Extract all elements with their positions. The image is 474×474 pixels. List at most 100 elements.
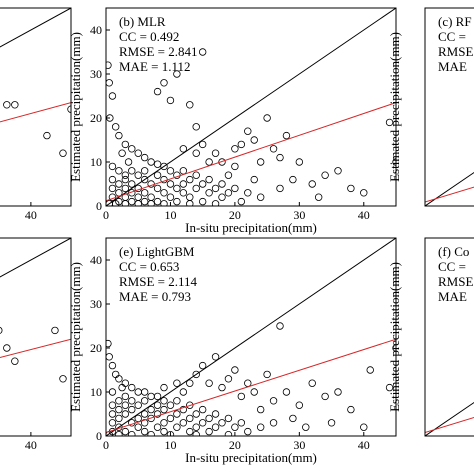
x-tick-label: 0: [103, 438, 109, 452]
y-tick-label: 10: [90, 385, 102, 399]
x-tick-label: 10: [164, 208, 176, 222]
x-tick-label: 40: [358, 438, 370, 452]
regression-line: [425, 416, 474, 433]
scatter-point: [205, 175, 213, 184]
scatter-point: [140, 167, 149, 175]
y-tick-label: 20: [90, 341, 102, 355]
x-tick-label: 20: [229, 438, 241, 452]
scatter-point: [360, 189, 368, 197]
scatter-point: [11, 101, 19, 109]
scatter-point: [179, 419, 188, 427]
scatter-point: [115, 375, 123, 383]
scatter-point: [108, 361, 117, 370]
axes-frame: [0, 7, 72, 207]
scatter-point: [302, 423, 310, 431]
regression-line: [106, 338, 396, 433]
panel-d: 40: [0, 237, 72, 452]
scatter-point: [111, 123, 120, 131]
scatter-point: [160, 189, 168, 197]
scatter-point: [276, 184, 284, 193]
scatter-point: [256, 158, 265, 166]
scatter-point: [385, 383, 394, 392]
scatter-point: [366, 366, 374, 374]
axes-frame: [0, 237, 72, 437]
scatter-point: [140, 388, 149, 396]
stat-mae: MAE: [438, 59, 467, 74]
stat-rmse: RMSE: [438, 44, 473, 59]
scatter-point: [276, 322, 284, 330]
scatter-point: [256, 405, 265, 414]
scatter-point: [147, 392, 155, 401]
scatter-point: [140, 175, 149, 184]
y-tick-label: 30: [90, 67, 102, 81]
scatter-point: [211, 184, 220, 193]
scatter-point: [160, 427, 168, 436]
scatter-point: [166, 193, 175, 201]
scatter-point: [121, 427, 130, 436]
scatter-point: [166, 167, 175, 175]
scatter-point: [140, 153, 149, 162]
scatter-point: [128, 405, 136, 414]
scatter-point: [108, 401, 117, 409]
scatter-point: [218, 193, 226, 201]
scatter-point: [106, 79, 113, 87]
stat-cc: CC = 0.492: [119, 29, 179, 44]
scatter-point: [198, 419, 207, 427]
scatter-point: [314, 193, 323, 201]
scatter-point: [111, 370, 120, 379]
scatter-point: [115, 180, 123, 188]
scatter-point: [192, 184, 200, 193]
y-tick-label: 10: [90, 155, 102, 169]
scatter-point: [134, 200, 142, 206]
scatter-point: [308, 379, 316, 387]
plot-area-f: [425, 401, 474, 436]
stat-mae: MAE = 1.112: [119, 59, 191, 74]
stat-cc: CC =: [438, 29, 466, 44]
scatter-point: [160, 397, 168, 405]
scatter-point: [192, 410, 200, 418]
scatter-point: [211, 353, 220, 361]
scatter-point: [140, 197, 149, 206]
y-tick-label: 30: [90, 297, 102, 311]
scatter-point: [106, 61, 112, 69]
scatter-point: [205, 189, 213, 197]
identity-line: [106, 238, 396, 436]
scatter-point: [179, 167, 188, 175]
scatter-point: [192, 423, 200, 431]
stat-rmse: RMSE = 2.841: [119, 44, 197, 59]
scatter-point: [147, 193, 155, 201]
scatter-point: [263, 370, 271, 379]
scatter-point: [360, 423, 368, 431]
scatter-point: [153, 410, 162, 418]
scatter-point: [186, 379, 194, 387]
scatter-point: [308, 180, 316, 188]
scatter-point: [108, 388, 117, 396]
scatter-point: [186, 414, 194, 423]
scatter-point: [295, 158, 304, 166]
scatter-point: [128, 197, 136, 206]
axes-frame: [105, 237, 397, 437]
identity-line: [425, 401, 474, 436]
scatter-point: [231, 145, 239, 153]
plot-area-d: [0, 238, 71, 383]
scatter-point: [160, 419, 168, 427]
scatter-point: [186, 101, 194, 109]
scatter-point: [198, 361, 207, 370]
scatter-point: [231, 162, 239, 171]
scatter-point: [173, 423, 181, 431]
scatter-point: [211, 410, 220, 418]
scatter-point: [0, 326, 3, 334]
x-axis-label: In-situ precipitation(mm): [185, 450, 317, 465]
axes-frame: [424, 7, 474, 207]
y-axis-label: Estimated precipitation(mm): [68, 32, 83, 182]
scatter-point: [166, 414, 175, 423]
panel-a: 40: [0, 7, 72, 222]
scatter-point: [128, 145, 136, 153]
scatter-point: [140, 419, 149, 427]
scatter-point: [231, 423, 239, 431]
scatter-point: [218, 180, 226, 188]
